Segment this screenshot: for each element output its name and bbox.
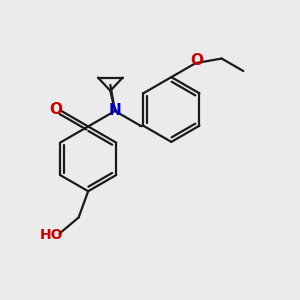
Text: O: O [50, 102, 63, 117]
Text: HO: HO [39, 228, 63, 242]
Text: O: O [190, 53, 204, 68]
Text: N: N [109, 103, 121, 118]
